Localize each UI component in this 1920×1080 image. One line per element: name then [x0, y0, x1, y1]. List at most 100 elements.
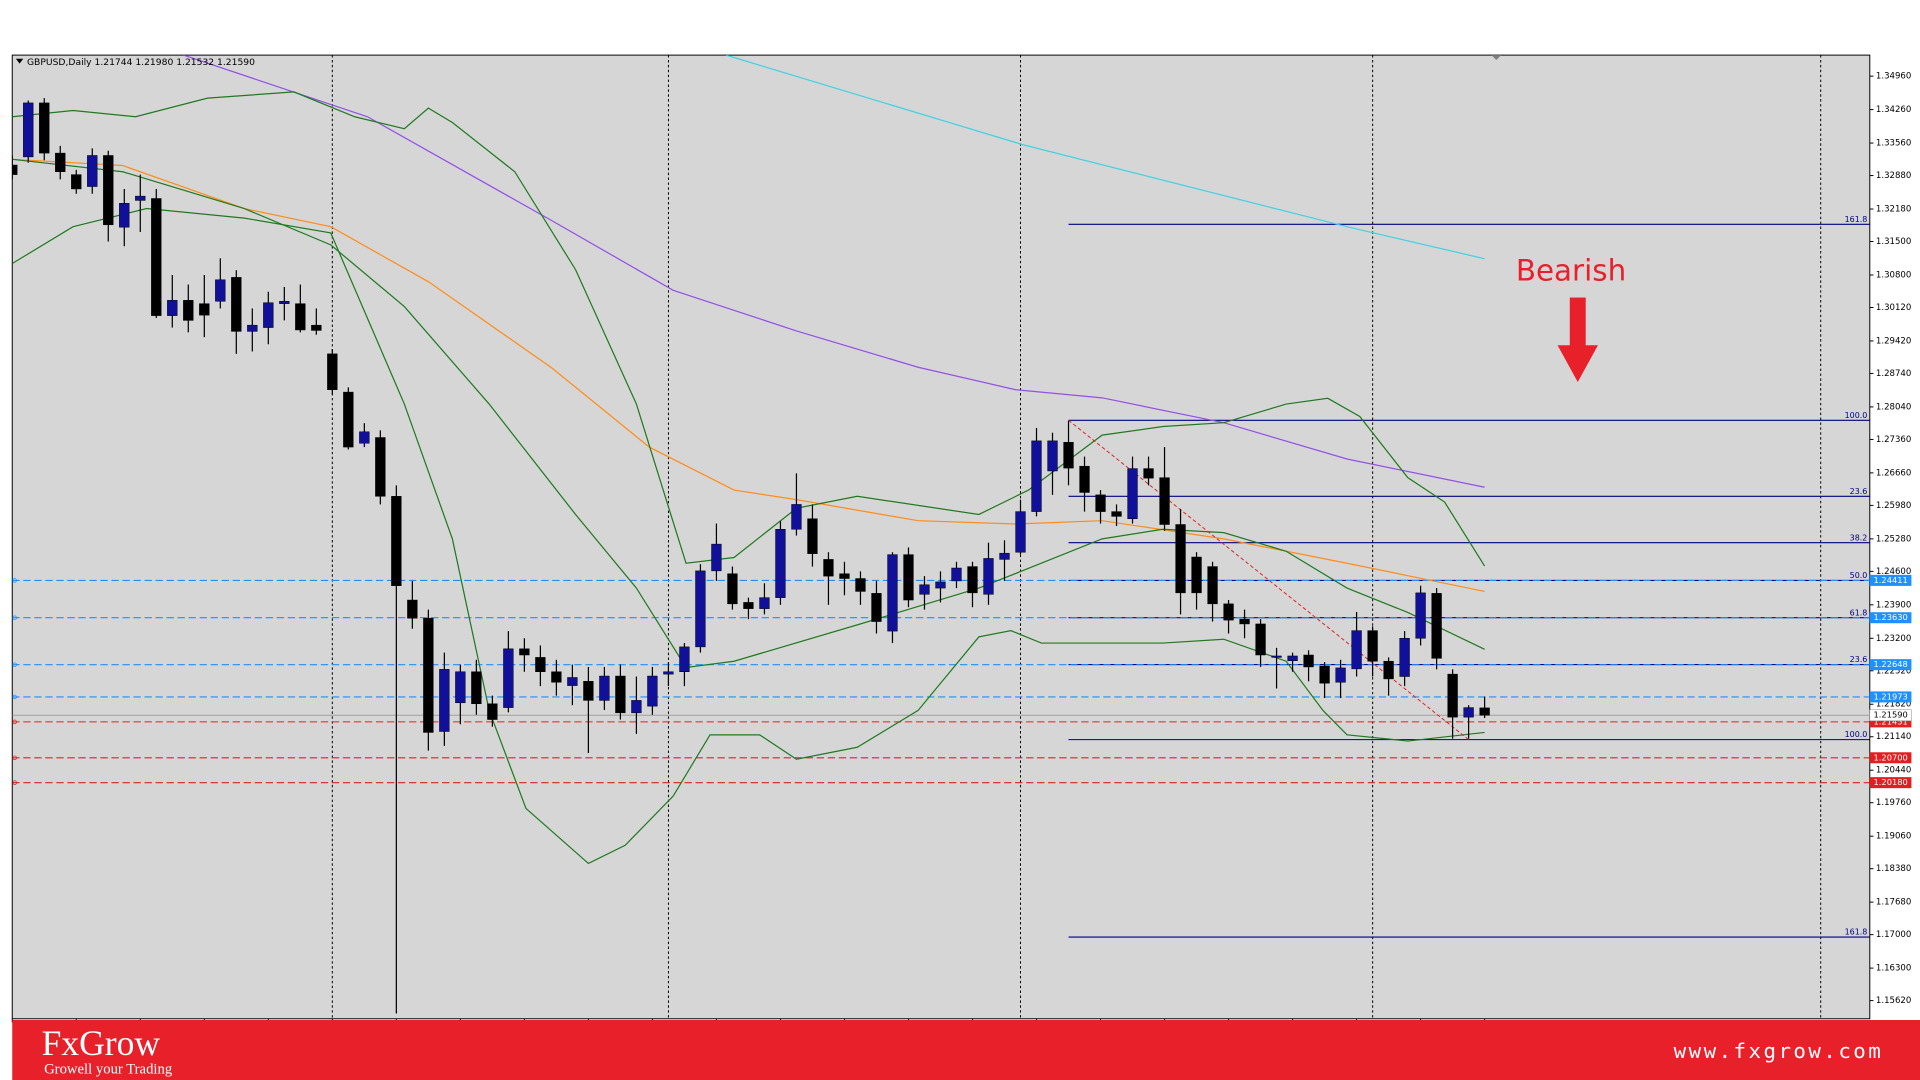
- candle-body: [1223, 603, 1234, 621]
- candle-body: [1479, 707, 1490, 716]
- candle-body: [1127, 468, 1138, 520]
- y-tick-label: 1.22520: [1876, 666, 1911, 676]
- candle-body: [1431, 593, 1442, 659]
- y-tick-label: 1.17680: [1876, 898, 1911, 908]
- indicator-line: [12, 158, 1485, 669]
- y-tick-label: 1.32880: [1876, 171, 1911, 181]
- candle-body: [759, 597, 770, 609]
- fibo-label: 61.8: [1850, 608, 1868, 617]
- indicator-line: [183, 55, 1485, 488]
- candle-body: [519, 648, 530, 656]
- candle-body: [967, 566, 978, 594]
- candle-body: [1367, 630, 1378, 662]
- level-price-box: [1869, 716, 1912, 728]
- brand-name: FxGrow: [42, 1023, 161, 1063]
- fibo-label: 50.0: [1850, 571, 1868, 580]
- candle-body: [1175, 524, 1186, 594]
- title-marker: [15, 58, 24, 64]
- candle-body: [807, 518, 818, 554]
- level-price-label: 1.22648: [1873, 659, 1907, 669]
- candle-body: [1415, 592, 1426, 639]
- fibo-label: 100.0: [1845, 730, 1868, 739]
- candle-body: [887, 554, 898, 632]
- level-anchor: [12, 694, 17, 700]
- brand-url: www.fxgrow.com: [1674, 1039, 1884, 1063]
- candle-body: [1351, 630, 1362, 670]
- plot-area: [11, 54, 1871, 1020]
- fibo-label: 100.0: [1845, 411, 1868, 420]
- indicator-line: [725, 55, 1485, 260]
- candle-body: [1271, 655, 1282, 658]
- y-tick-label: 1.33560: [1876, 139, 1911, 149]
- candle-body: [391, 496, 402, 586]
- candle-body: [903, 554, 914, 601]
- fibo-label: 23.6: [1850, 487, 1868, 496]
- candle-body: [855, 578, 866, 592]
- candle-body: [711, 543, 722, 572]
- candle-body: [1031, 440, 1042, 512]
- candle-body: [791, 504, 802, 530]
- candle-body: [1111, 511, 1122, 517]
- candle-body: [1207, 566, 1218, 605]
- fibo-label: 161.8: [1845, 928, 1868, 937]
- candle-body: [1287, 655, 1298, 661]
- arrow-head: [1557, 345, 1598, 383]
- candle-body: [119, 203, 130, 228]
- candle-body: [679, 646, 690, 672]
- candle-body: [1383, 660, 1394, 680]
- candle-body: [295, 303, 306, 331]
- candle-body: [423, 617, 434, 733]
- candle-body: [455, 671, 466, 704]
- arrow-shaft: [1569, 297, 1586, 347]
- candle-body: [135, 195, 146, 201]
- plot-layer: 161.8 100.0 23.6 38.2 50.0 61.8 23.6 100.0 161.8: [12, 55, 1870, 1014]
- y-tick-label: 1.15620: [1876, 996, 1911, 1006]
- y-tick-label: 1.28740: [1876, 369, 1911, 379]
- brand-banner: [12, 1020, 1920, 1080]
- candle-body: [12, 164, 18, 175]
- candle-body: [951, 567, 962, 582]
- last-price-label: 1.21590: [1873, 710, 1907, 720]
- candle-body: [439, 669, 450, 732]
- candle-body: [775, 529, 786, 598]
- y-tick-label: 1.17000: [1876, 930, 1911, 940]
- candle-body: [1079, 465, 1090, 493]
- level-anchor: [12, 578, 17, 583]
- candle-body: [151, 198, 162, 316]
- candle-body: [1303, 654, 1314, 668]
- candle-body: [743, 602, 754, 609]
- level-anchor: [12, 780, 17, 785]
- candle-body: [503, 648, 514, 708]
- candle-body: [343, 391, 354, 448]
- level-price-box: [1869, 612, 1912, 624]
- y-tick-label: 1.23200: [1876, 634, 1911, 644]
- candle-body: [279, 301, 290, 304]
- bearish-arrow: [1557, 297, 1598, 383]
- level-price-label: 1.20180: [1873, 777, 1907, 787]
- candle-body: [599, 675, 610, 701]
- candle-body: [1015, 511, 1026, 553]
- candle-body: [55, 152, 66, 172]
- y-tick-label: 1.24600: [1876, 567, 1911, 577]
- y-tick-label: 1.20440: [1876, 766, 1911, 776]
- last-price-box: [1869, 709, 1912, 722]
- candle-body: [1095, 494, 1106, 512]
- candle-body: [1191, 556, 1202, 594]
- level-price-label: 1.20700: [1873, 752, 1907, 762]
- indicator-line: [12, 207, 1485, 865]
- y-tick-label: 1.29420: [1876, 336, 1911, 346]
- y-tick-label: 1.34960: [1876, 72, 1911, 82]
- candle-body: [471, 671, 482, 705]
- candle-body: [183, 300, 194, 321]
- candle-body: [487, 703, 498, 720]
- level-price-label: 1.24411: [1873, 575, 1907, 585]
- candle-body: [327, 353, 338, 390]
- level-price-box: [1869, 777, 1912, 789]
- candle-body: [1447, 673, 1458, 718]
- candle-body: [71, 174, 82, 190]
- candle-body: [1255, 623, 1266, 656]
- candle-body: [359, 431, 370, 444]
- candle-body: [647, 675, 658, 707]
